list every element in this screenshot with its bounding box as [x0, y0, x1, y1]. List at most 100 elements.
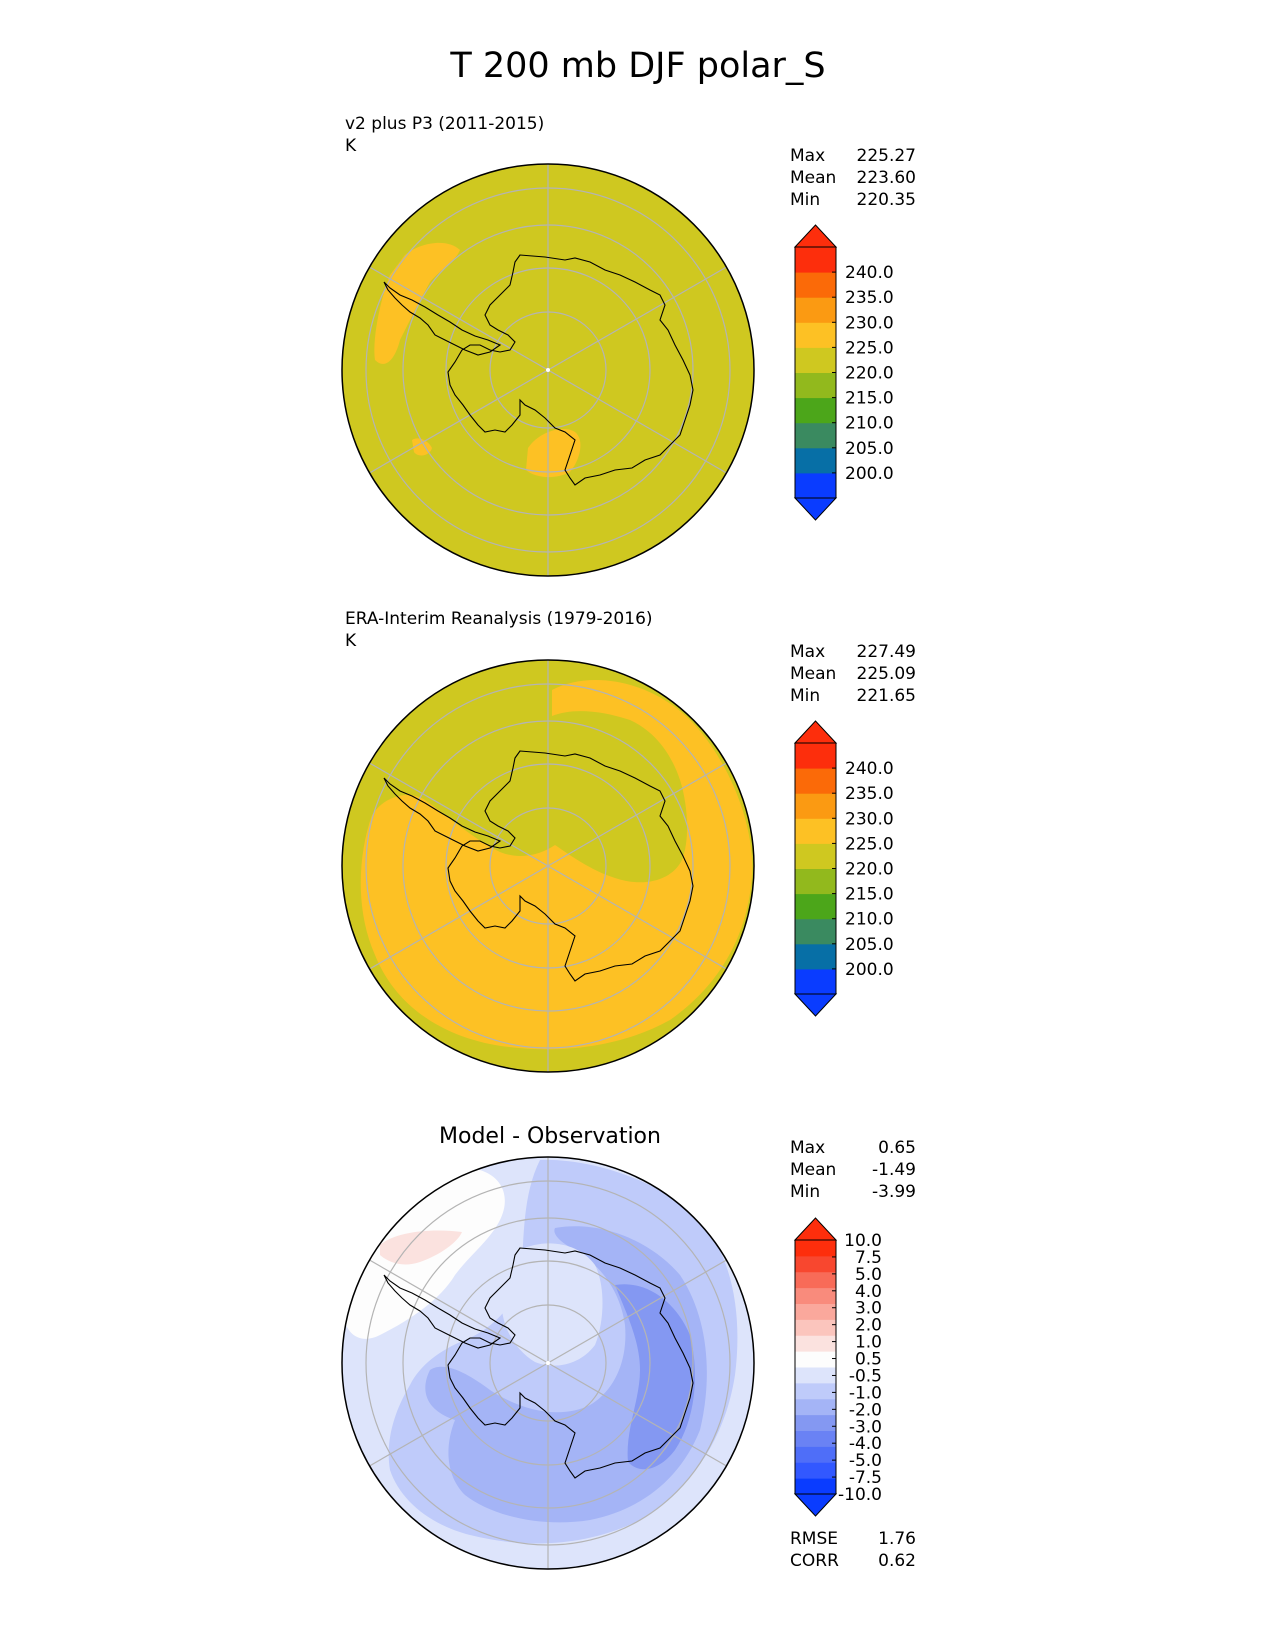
colorbar-band: [795, 818, 836, 844]
colorbar-band: [795, 893, 836, 920]
colorbar-band: [795, 272, 836, 298]
colorbar-band: [795, 1446, 836, 1463]
colorbar-band: [795, 918, 836, 945]
map-reference-grid: [365, 660, 731, 1072]
stat-value-min: 221.65: [857, 686, 916, 706]
stat-value-mean: 225.09: [857, 664, 916, 684]
colorbar-tick-label: 235.0: [845, 784, 894, 804]
colorbar-band: [795, 1240, 836, 1257]
colorbar-tick-label: 3.0: [855, 1299, 882, 1319]
colorbar-band: [795, 768, 836, 794]
colorbar-tick-label: 2.0: [855, 1316, 882, 1336]
colorbar-tick-label: 220.0: [845, 860, 894, 880]
map-test-pole: [546, 368, 550, 372]
colorbar-band: [795, 1255, 836, 1273]
colorbar-tick-label: -7.5: [849, 1468, 882, 1488]
colorbar-band: [795, 943, 836, 970]
colorbar-band: [795, 1398, 836, 1416]
stat-label-max: Max: [790, 146, 825, 166]
stat-label-min: Min: [790, 1182, 820, 1202]
colorbar-band: [795, 372, 836, 399]
map-difference: [341, 1156, 755, 1570]
colorbar-band: [795, 1367, 836, 1384]
map-reference: [341, 659, 755, 1073]
stat-label-min: Min: [790, 190, 820, 210]
colorbar-band: [795, 347, 836, 373]
stat-value-mean: -1.49: [872, 1160, 916, 1180]
panel-difference-title: Model - Observation: [439, 1124, 661, 1149]
stats-reference: Max 227.49 Mean 225.09 Min 221.65: [790, 642, 916, 706]
colorbar-tick-label: 7.5: [855, 1248, 882, 1268]
colorbar-tick-label: 230.0: [845, 313, 894, 333]
colorbar-tick-label: 200.0: [845, 464, 894, 484]
map-test: [341, 163, 755, 577]
stat-value-min: 220.35: [857, 190, 916, 210]
stat-label-mean: Mean: [790, 1160, 836, 1180]
colorbar-under-arrow: [793, 497, 838, 521]
colorbar-band: [795, 1271, 836, 1289]
stat-value-max: 227.49: [857, 642, 916, 662]
colorbar-under-arrow: [793, 993, 838, 1017]
colorbar-tick-label: -2.0: [849, 1400, 882, 1420]
stat-value-max: 0.65: [878, 1138, 916, 1158]
colorbar-difference: 10.07.55.04.03.02.01.00.5-0.5-1.0-2.0-3.…: [793, 1217, 882, 1517]
stat-label-max: Max: [790, 1138, 825, 1158]
minus-three-to-four-region: [615, 1284, 695, 1470]
colorbar-over-arrow: [793, 720, 838, 744]
colorbar-tick-label: 230.0: [845, 809, 894, 829]
colorbar-band: [795, 743, 836, 769]
stat-label-min: Min: [790, 686, 820, 706]
colorbar-band: [795, 843, 836, 869]
colorbar-tick-label: -10.0: [838, 1485, 882, 1505]
colorbar-reference: 240.0 235.0 230.0 225.0 220.0 215.0 210.0 205.0…: [793, 720, 894, 1017]
colorbar-band: [795, 322, 836, 348]
colorbar-band: [795, 1478, 836, 1495]
metric-label-rmse: RMSE: [790, 1529, 838, 1549]
colorbar-band: [795, 1303, 836, 1320]
map-difference-pole: [546, 1361, 550, 1365]
colorbar-tick-label: 220.0: [845, 364, 894, 384]
colorbar-band: [795, 1287, 836, 1304]
colorbar-band: [795, 793, 836, 819]
colorbar-tick-label: 225.0: [845, 338, 894, 358]
stat-value-min: -3.99: [872, 1182, 916, 1202]
colorbar-tick-label: 205.0: [845, 935, 894, 955]
colorbar-tick-label: 200.0: [845, 960, 894, 980]
colorbar-tick-label: 240.0: [845, 759, 894, 779]
colorbar-tick-label: 215.0: [845, 389, 894, 409]
warm-ring-region: [360, 680, 753, 1050]
colorbar-over-arrow: [793, 224, 838, 248]
colorbar-tick-label: 10.0: [844, 1231, 882, 1251]
colorbar-band: [795, 1382, 836, 1400]
map-test-outline: [341, 163, 755, 577]
colorbar-band: [795, 1414, 836, 1431]
colorbar-band: [795, 247, 836, 273]
colorbar-tick-label: -0.5: [849, 1366, 882, 1386]
panel-test-units: K: [345, 136, 357, 156]
colorbar-tick-label: 205.0: [845, 439, 894, 459]
colorbar-band: [795, 1351, 836, 1368]
stat-label-mean: Mean: [790, 168, 836, 188]
figure-title: T 200 mb DJF polar_S: [449, 46, 825, 86]
colorbar-band: [795, 868, 836, 895]
metric-value-corr: 0.62: [878, 1551, 916, 1571]
panel-test: v2 plus P3 (2011-2015) K: [341, 114, 916, 577]
warm-region-peninsula-small: [412, 438, 432, 456]
panel-difference: Model - Observation: [341, 1124, 916, 1571]
colorbar-band: [795, 422, 836, 449]
stat-label-mean: Mean: [790, 664, 836, 684]
colorbar-band: [795, 397, 836, 424]
colorbar-tick-label: 235.0: [845, 288, 894, 308]
stats-difference: Max 0.65 Mean -1.49 Min -3.99: [790, 1138, 916, 1202]
colorbar-under-arrow: [793, 1493, 838, 1517]
metrics-difference: RMSE 1.76 CORR 0.62: [790, 1529, 916, 1571]
colorbar-over-arrow: [793, 1217, 838, 1241]
colorbar-tick-label: 4.0: [855, 1282, 882, 1302]
colorbar-tick-label: 210.0: [845, 910, 894, 930]
colorbar-test: 240.0 235.0 230.0 225.0 220.0 215.0 210.0 205.0…: [793, 224, 894, 521]
colorbar-tick-label: 240.0: [845, 263, 894, 283]
stats-test: Max 225.27 Mean 223.60 Min 220.35: [790, 146, 916, 210]
panel-reference-units: K: [345, 631, 357, 651]
colorbar-band: [795, 1335, 836, 1352]
